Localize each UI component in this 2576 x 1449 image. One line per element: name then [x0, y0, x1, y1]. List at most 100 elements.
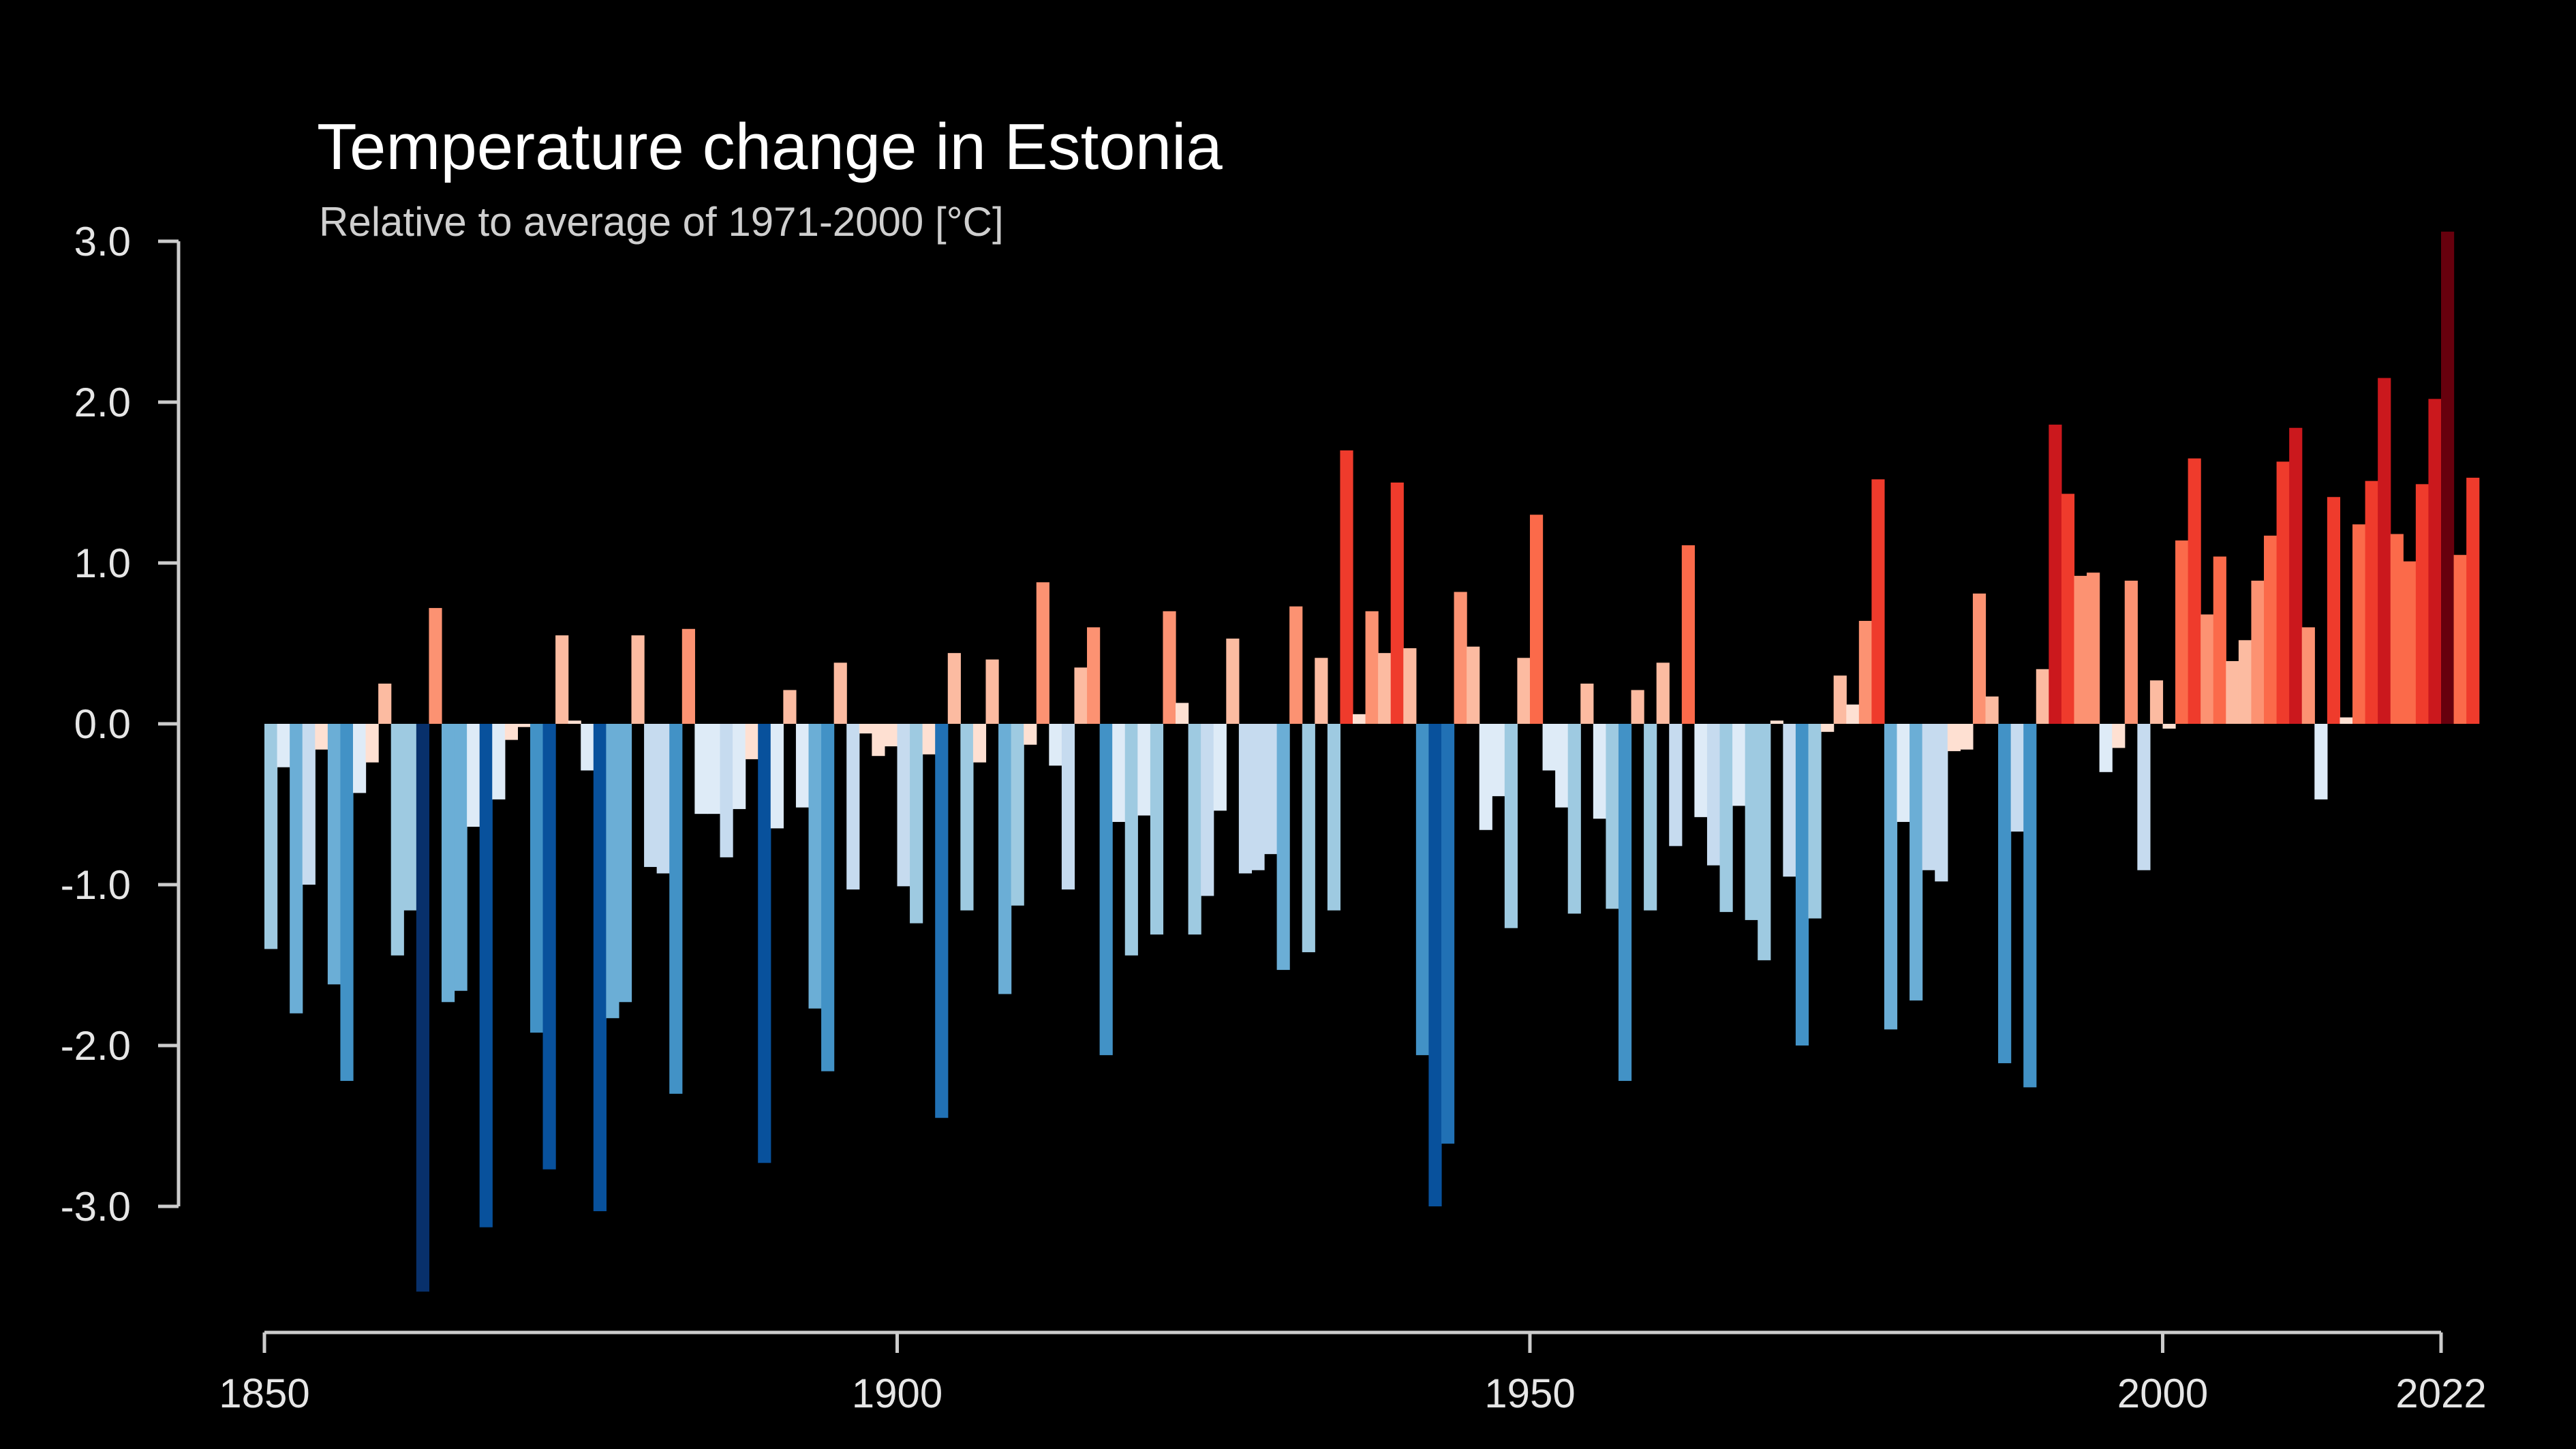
bar-1871: [530, 724, 544, 1033]
x-tick-label: 2022: [2395, 1371, 2486, 1416]
bar-1869: [504, 724, 518, 740]
bar-1942: [1428, 724, 1442, 1206]
bar-1994: [2087, 573, 2100, 724]
bar-1969: [1770, 720, 1783, 724]
bar-1933: [1315, 658, 1328, 724]
bar-1983: [1947, 724, 1961, 752]
bar-1892: [795, 724, 810, 808]
bar-2014: [2340, 717, 2353, 724]
bar-1961: [1669, 724, 1683, 846]
bar-1966: [1732, 724, 1746, 806]
bar-1887: [733, 724, 746, 810]
bar-1882: [669, 724, 683, 1094]
bar-2019: [2403, 561, 2417, 724]
bar-1885: [707, 724, 721, 814]
x-tick-label: 2000: [2117, 1371, 2208, 1416]
bar-2012: [2314, 724, 2328, 799]
bar-1976: [1858, 620, 1872, 724]
bar-2003: [2201, 614, 2214, 724]
bar-2009: [2276, 461, 2290, 724]
bar-1998: [2137, 724, 2151, 870]
bar-1952: [1555, 724, 1569, 808]
bar-1888: [745, 724, 758, 759]
y-tick-label: -3.0: [61, 1184, 131, 1230]
bar-1884: [694, 724, 708, 814]
chart-title: Temperature change in Estonia: [317, 110, 1223, 183]
bar-1853: [302, 724, 316, 885]
bar-1902: [922, 724, 936, 754]
bar-1977: [1871, 479, 1885, 724]
bar-1939: [1390, 483, 1404, 724]
bar-2020: [2415, 484, 2429, 724]
bar-1880: [644, 724, 658, 868]
bar-2004: [2213, 556, 2226, 724]
bar-1970: [1783, 724, 1796, 877]
bar-1948: [1504, 724, 1518, 928]
bar-1899: [884, 724, 898, 747]
bar-1934: [1327, 724, 1341, 911]
bar-1924: [1201, 724, 1214, 896]
bar-1943: [1441, 724, 1455, 1144]
bar-1971: [1795, 724, 1809, 1046]
bar-1957: [1618, 724, 1632, 1081]
bar-2021: [2428, 399, 2442, 724]
bar-1851: [277, 724, 290, 767]
bar-2015: [2352, 524, 2366, 724]
bar-1946: [1479, 724, 1492, 830]
bar-1912: [1049, 724, 1062, 766]
bar-2023: [2453, 555, 2467, 724]
bar-1861: [403, 724, 417, 911]
bar-1914: [1074, 667, 1088, 724]
bar-1896: [846, 724, 860, 890]
bar-1931: [1289, 606, 1303, 724]
bar-1904: [947, 653, 961, 724]
bar-1949: [1517, 658, 1531, 724]
bar-1951: [1542, 724, 1556, 771]
bar-1968: [1758, 724, 1771, 960]
bar-2006: [2238, 640, 2252, 724]
bar-1855: [327, 724, 341, 985]
y-tick-label: 0.0: [74, 701, 131, 747]
bar-1867: [479, 724, 493, 1227]
bar-2010: [2289, 427, 2303, 724]
bar-1996: [2112, 724, 2126, 748]
bar-1903: [935, 724, 949, 1118]
bar-1936: [1353, 714, 1366, 724]
bar-1954: [1580, 684, 1594, 724]
bar-1932: [1302, 724, 1315, 953]
bar-1945: [1467, 646, 1480, 724]
bar-1901: [910, 724, 923, 924]
x-axis: 1850 1900 1950 2000 2022: [219, 1330, 2487, 1416]
bar-2001: [2175, 540, 2189, 724]
bar-1921: [1163, 611, 1176, 724]
bar-1916: [1099, 724, 1113, 1056]
bar-1947: [1492, 724, 1505, 797]
bar-1941: [1415, 724, 1430, 1056]
bar-1856: [340, 724, 354, 1081]
bar-1913: [1061, 724, 1075, 890]
bar-1997: [2124, 580, 2138, 724]
bar-1893: [808, 724, 822, 1009]
y-tick-label: 3.0: [74, 219, 131, 264]
bar-1964: [1706, 724, 1721, 866]
bar-2013: [2327, 497, 2341, 724]
bar-1955: [1593, 724, 1606, 819]
bar-2018: [2390, 534, 2404, 724]
bar-1990: [2036, 669, 2049, 724]
bar-1938: [1378, 653, 1392, 724]
bar-1890: [770, 724, 784, 829]
bar-1877: [606, 724, 619, 1018]
bar-1930: [1276, 724, 1290, 971]
bar-1981: [1922, 724, 1935, 870]
bar-1972: [1808, 724, 1822, 919]
bar-1963: [1694, 724, 1708, 817]
bar-2022: [2441, 231, 2455, 724]
bar-2007: [2251, 580, 2265, 724]
bar-1911: [1036, 582, 1049, 724]
bar-1926: [1226, 638, 1240, 724]
bar-1865: [454, 724, 467, 991]
bar-1854: [315, 724, 328, 750]
y-tick-label: -1.0: [61, 862, 131, 908]
chart-subtitle: Relative to average of 1971-2000 [°C]: [319, 199, 1004, 245]
